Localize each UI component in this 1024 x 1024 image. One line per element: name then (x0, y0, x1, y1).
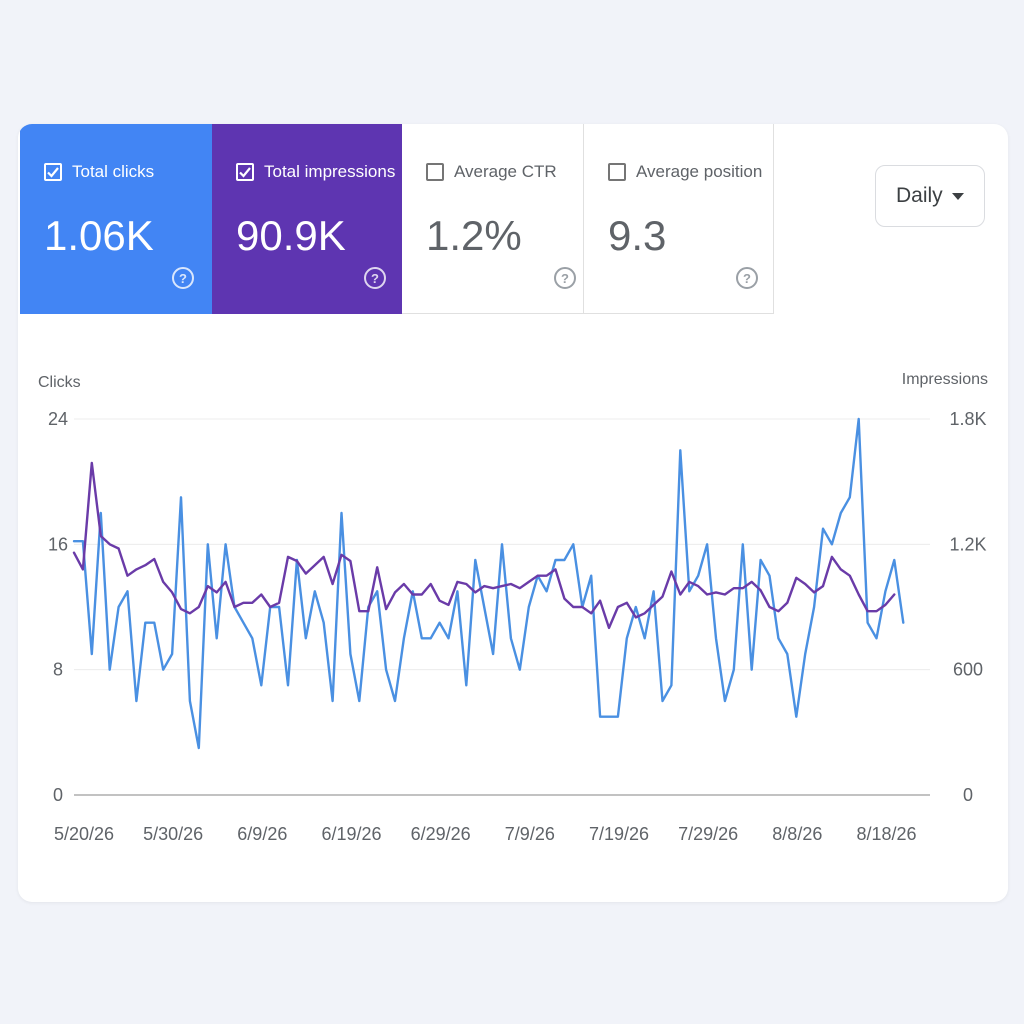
x-tick-label: 7/9/26 (505, 824, 555, 844)
x-tick-label: 6/29/26 (411, 824, 471, 844)
metric-label: Average position (636, 162, 763, 181)
period-dropdown[interactable]: Daily (875, 165, 985, 227)
metric-card-average-position[interactable]: Average position 9.3 ? (584, 124, 774, 314)
metric-label: Total clicks (72, 162, 155, 181)
y-tick-left: 8 (53, 660, 63, 680)
checkmark-icon (47, 167, 59, 178)
metric-card-average-ctr[interactable]: Average CTR 1.2% ? (402, 124, 584, 314)
metric-card-total-clicks[interactable]: Total clicks 1.06K ? (20, 124, 212, 314)
x-tick-label: 6/9/26 (237, 824, 287, 844)
metric-value: 1.06K (44, 212, 154, 259)
metric-value: 1.2% (426, 212, 522, 259)
caret-down-icon (952, 193, 964, 200)
x-tick-label: 8/8/26 (772, 824, 822, 844)
y-tick-left: 24 (48, 409, 68, 429)
metric-value: 90.9K (236, 212, 346, 259)
y-tick-right: 0 (963, 785, 973, 805)
y-tick-right: 1.8K (949, 409, 986, 429)
average-position-checkbox[interactable] (608, 163, 626, 181)
total-clicks-checkbox[interactable] (44, 163, 62, 181)
total-impressions-checkbox[interactable] (236, 163, 254, 181)
x-tick-label: 8/18/26 (856, 824, 916, 844)
help-icon[interactable]: ? (364, 267, 386, 289)
help-icon[interactable]: ? (736, 267, 758, 289)
x-tick-label: 7/19/26 (589, 824, 649, 844)
metric-label: Average CTR (454, 162, 557, 181)
x-tick-label: 5/30/26 (143, 824, 203, 844)
metric-label: Total impressions (264, 162, 396, 181)
y-axis-right-title: Impressions (902, 371, 988, 388)
checkmark-icon (239, 167, 251, 178)
average-ctr-checkbox[interactable] (426, 163, 444, 181)
period-selected: Daily (896, 184, 943, 207)
x-tick-label: 6/19/26 (321, 824, 381, 844)
y-tick-left: 16 (48, 534, 68, 554)
y-tick-right: 600 (953, 660, 983, 680)
y-tick-right: 1.2K (949, 534, 986, 554)
series-line-clicks (72, 417, 905, 750)
x-tick-label: 7/29/26 (678, 824, 738, 844)
performance-chart: Clicks Impressions 24 16 8 0 1.8K 1.2K 600 0 5/20/… (38, 371, 988, 844)
x-tick-label: 5/20/26 (54, 824, 114, 844)
metric-card-total-impressions[interactable]: Total impressions 90.9K ? (212, 124, 402, 314)
metric-value: 9.3 (608, 212, 667, 259)
help-icon[interactable]: ? (172, 267, 194, 289)
series-line-impressions (72, 461, 896, 630)
y-tick-left: 0 (53, 785, 63, 805)
help-icon[interactable]: ? (554, 267, 576, 289)
y-axis-left-title: Clicks (38, 374, 81, 391)
performance-card: Total clicks 1.06K ? Total impressions 9… (18, 124, 1008, 902)
